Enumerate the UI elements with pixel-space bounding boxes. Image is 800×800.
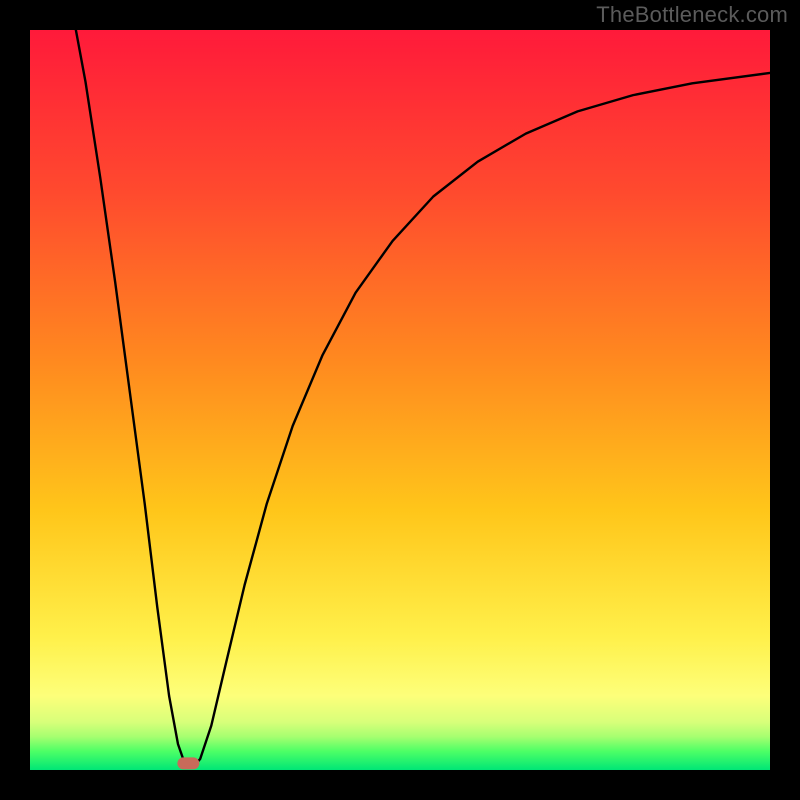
- chart-container: TheBottleneck.com: [0, 0, 800, 800]
- bottleneck-chart: [0, 0, 800, 800]
- optimal-marker: [177, 757, 199, 769]
- plot-background: [30, 30, 770, 770]
